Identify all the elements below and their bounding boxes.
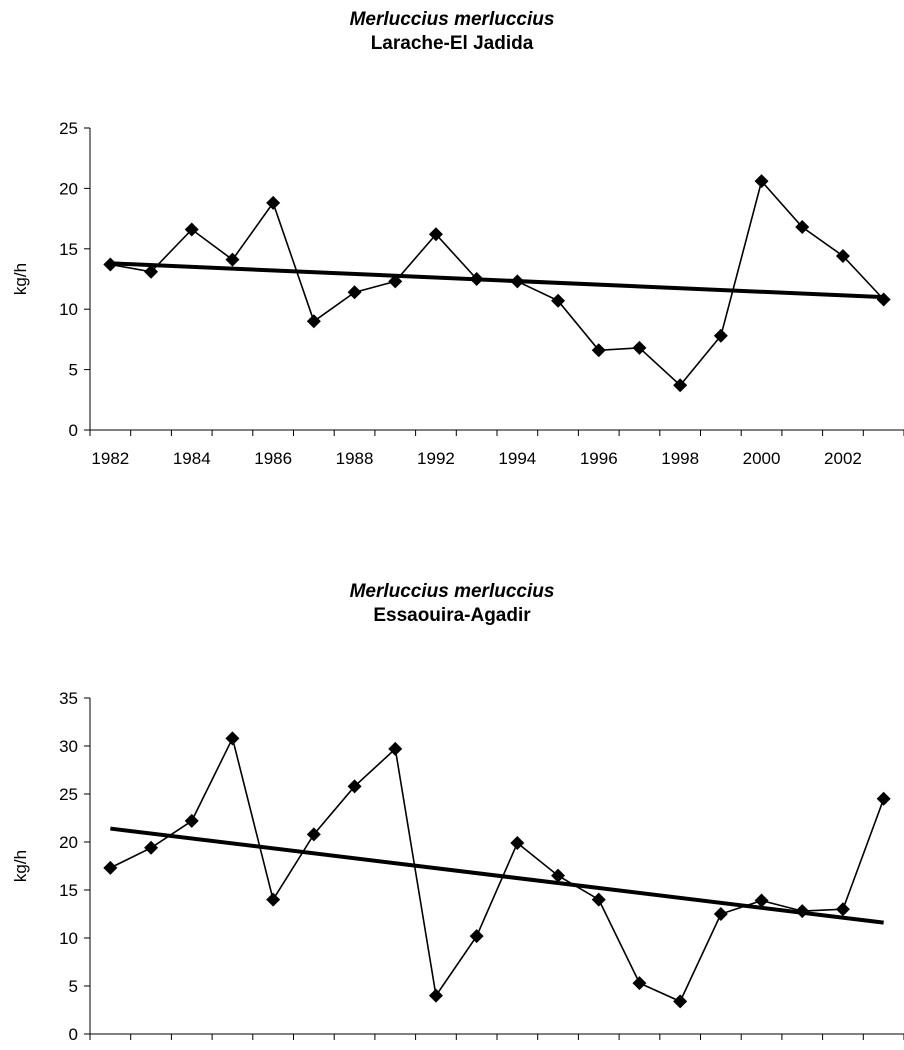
data-point — [184, 813, 199, 828]
data-point — [347, 779, 362, 794]
data-point — [144, 840, 159, 855]
data-point — [632, 340, 647, 355]
data-point — [469, 272, 484, 286]
y-tick-label: 30 — [59, 737, 78, 756]
y-tick-label: 10 — [59, 300, 78, 319]
x-tick-label: 1998 — [661, 449, 699, 468]
y-tick-label: 0 — [69, 421, 78, 440]
data-point — [551, 293, 566, 308]
x-tick-label: 2002 — [824, 449, 862, 468]
chart-subtitle: Larache-El Jadida — [370, 33, 534, 54]
data-point — [795, 220, 810, 235]
y-tick-label: 20 — [59, 179, 78, 198]
data-point — [388, 274, 403, 289]
y-tick-label: 5 — [69, 977, 78, 996]
chart-essaouira-agadir: Merluccius merluccius Essaouira-Agadir 0… — [0, 570, 904, 1050]
y-tick-label: 15 — [59, 881, 78, 900]
data-point — [713, 328, 728, 343]
y-tick-label: 25 — [59, 785, 78, 804]
data-point — [144, 264, 159, 279]
chart-title: Merluccius merluccius — [349, 9, 555, 30]
data-point — [510, 835, 525, 850]
data-point — [754, 893, 769, 908]
line-chart-svg: 0510152025303519821984198619881992199419… — [11, 689, 904, 1044]
x-tick-label: 2000 — [743, 449, 781, 468]
data-point — [754, 174, 769, 189]
series-line — [110, 179, 885, 387]
chart-title: Merluccius merluccius — [349, 581, 555, 602]
y-axis-label: kg/h — [11, 850, 30, 882]
data-point — [266, 195, 281, 210]
data-point — [551, 868, 566, 883]
trend-line — [110, 826, 884, 925]
x-tick-label: 1996 — [580, 449, 618, 468]
x-tick-label: 1984 — [173, 449, 211, 468]
line-chart-svg: 0 5 10 15 20 25 1982 1984 1986 1988 1992 1994 1996 19… — [11, 119, 904, 468]
y-axis-label: kg/h — [11, 263, 30, 295]
y-tick-label: 5 — [69, 361, 78, 380]
data-point — [591, 892, 606, 907]
x-tick-label: 1988 — [336, 449, 374, 468]
data-point — [306, 314, 321, 329]
data-point — [795, 904, 810, 919]
x-tick-label: 1986 — [254, 449, 292, 468]
x-tick-label: 1992 — [417, 449, 455, 468]
data-point — [103, 860, 118, 875]
data-point — [469, 929, 484, 944]
x-tick-label: 1982 — [91, 449, 129, 468]
data-point — [876, 292, 891, 307]
data-point — [428, 227, 443, 242]
data-point — [184, 222, 199, 237]
y-tick-label: 35 — [59, 689, 78, 708]
data-point — [510, 274, 525, 289]
y-tick-label: 10 — [59, 929, 78, 948]
data-point — [225, 731, 240, 746]
y-tick-label: 20 — [59, 833, 78, 852]
data-point — [225, 252, 240, 267]
series-line — [109, 735, 885, 1003]
data-point — [388, 741, 403, 756]
x-tick-label: 1994 — [498, 449, 536, 468]
data-point — [591, 343, 606, 358]
y-tick-label: 15 — [59, 240, 78, 259]
data-point — [673, 994, 688, 1009]
data-point — [347, 285, 362, 300]
data-point — [835, 249, 850, 264]
data-point — [876, 791, 891, 806]
data-point — [103, 257, 118, 272]
data-point — [632, 976, 647, 991]
y-tick-label: 25 — [59, 119, 78, 138]
data-point — [266, 892, 281, 907]
data-point — [428, 988, 443, 1003]
chart-larache-el-jadida: Merluccius merluccius Larache-El Jadida … — [0, 0, 904, 500]
data-point — [306, 827, 321, 842]
chart-title-block: Merluccius merluccius Larache-El Jadida — [0, 8, 904, 56]
chart-subtitle: Essaouira-Agadir — [373, 605, 531, 626]
y-tick-label: 0 — [69, 1025, 78, 1044]
data-point — [835, 902, 850, 917]
data-point — [673, 378, 688, 393]
chart-title-block: Merluccius merluccius Essaouira-Agadir — [0, 580, 904, 628]
data-point — [713, 907, 728, 921]
